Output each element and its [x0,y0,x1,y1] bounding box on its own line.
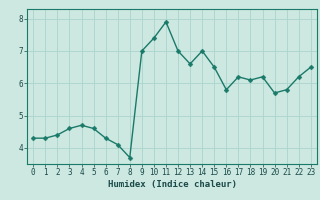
X-axis label: Humidex (Indice chaleur): Humidex (Indice chaleur) [108,180,236,189]
